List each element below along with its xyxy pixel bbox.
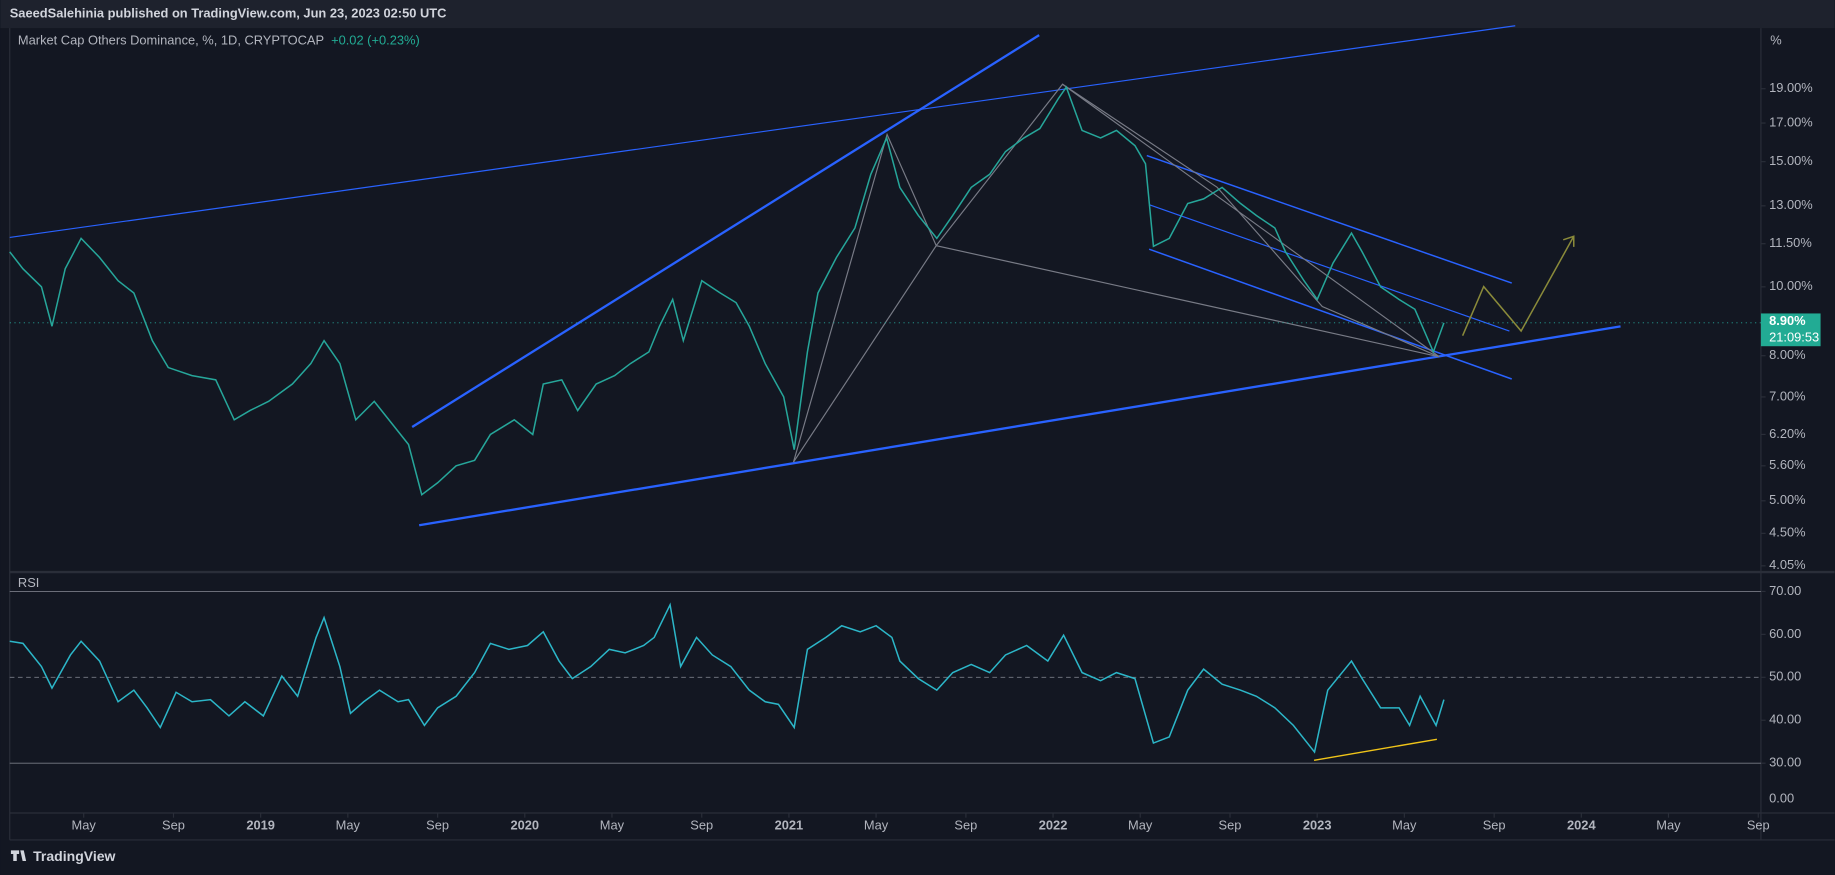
x-tick-label: Sep — [1747, 817, 1770, 832]
x-tick-label: Sep — [426, 817, 449, 832]
x-tick-label: May — [1392, 817, 1417, 832]
channel-line — [1148, 204, 1510, 332]
pattern-line — [1062, 83, 1440, 358]
x-tick-label: Sep — [1483, 817, 1506, 832]
y-tick-label: 7.00% — [1769, 388, 1805, 403]
x-tick-label: 2020 — [510, 817, 539, 832]
publisher: SaeedSalehinia published on TradingView.… — [10, 5, 447, 20]
legend-change: +0.02 (+0.23%) — [331, 32, 420, 47]
series-line — [9, 85, 1445, 496]
channel-line — [1146, 154, 1513, 284]
y-tick-label: 8.00% — [1769, 347, 1805, 362]
y-tick-label: 5.60% — [1769, 457, 1805, 472]
y-tick-label: 15.00% — [1769, 153, 1813, 168]
y-tick-label: 50.00 — [1769, 669, 1801, 684]
y-tick-label: 17.00% — [1769, 114, 1813, 129]
y-tick-label: 4.50% — [1769, 525, 1805, 540]
y-unit: % — [1770, 32, 1781, 47]
x-tick-label: May — [1656, 817, 1681, 832]
x-tick-label: Sep — [1219, 817, 1242, 832]
x-tick-label: Sep — [162, 817, 185, 832]
x-tick-label: Sep — [690, 817, 713, 832]
trend-line — [411, 34, 1040, 428]
pattern-line — [793, 244, 1440, 463]
x-tick-label: 2019 — [246, 817, 275, 832]
y-tick-label: 13.00% — [1769, 197, 1813, 212]
arrow-head — [1562, 235, 1575, 247]
logo — [10, 850, 27, 861]
projection — [1461, 235, 1575, 337]
x-tick-label: May — [864, 817, 889, 832]
x-tick-label: May — [72, 817, 97, 832]
countdown: 21:09:53 — [1769, 329, 1819, 344]
channel-line — [1148, 248, 1513, 380]
y-tick-label: 6.20% — [1769, 426, 1805, 441]
x-tick-label: 2024 — [1567, 817, 1596, 832]
y-tick-label: 11.50% — [1769, 235, 1812, 250]
drawings — [9, 25, 1621, 762]
y-tick-label: 30.00 — [1769, 755, 1801, 770]
x-tick-label: 2021 — [775, 817, 804, 832]
y-tick-label: 60.00 — [1769, 626, 1801, 641]
y-tick-label: 0.00 — [1769, 790, 1794, 805]
trend-line — [418, 325, 1621, 527]
divergence-line — [1313, 738, 1438, 762]
last-value-label: 8.90% — [1769, 313, 1806, 328]
series-line — [9, 602, 1445, 754]
legend-title: RSI — [18, 575, 39, 590]
x-tick-label: May — [600, 817, 625, 832]
brand: TradingView — [33, 848, 115, 864]
legend-title: Market Cap Others Dominance, %, 1D, CRYP… — [18, 32, 324, 47]
x-tick-label: Sep — [954, 817, 977, 832]
x-tick-label: 2022 — [1039, 817, 1068, 832]
x-tick-label: May — [1128, 817, 1153, 832]
last-value-box — [1760, 313, 1821, 347]
y-tick-label: 19.00% — [1769, 80, 1813, 95]
y-tick-label: 70.00 — [1769, 583, 1801, 598]
x-tick-label: May — [336, 817, 361, 832]
x-tick-label: 2023 — [1303, 817, 1332, 832]
header-bar — [0, 0, 1835, 29]
y-tick-label: 4.05% — [1769, 557, 1805, 572]
trend-line — [9, 25, 1516, 239]
y-tick-label: 10.00% — [1769, 278, 1813, 293]
y-tick-label: 5.00% — [1769, 492, 1805, 507]
y-tick-label: 40.00 — [1769, 712, 1801, 727]
